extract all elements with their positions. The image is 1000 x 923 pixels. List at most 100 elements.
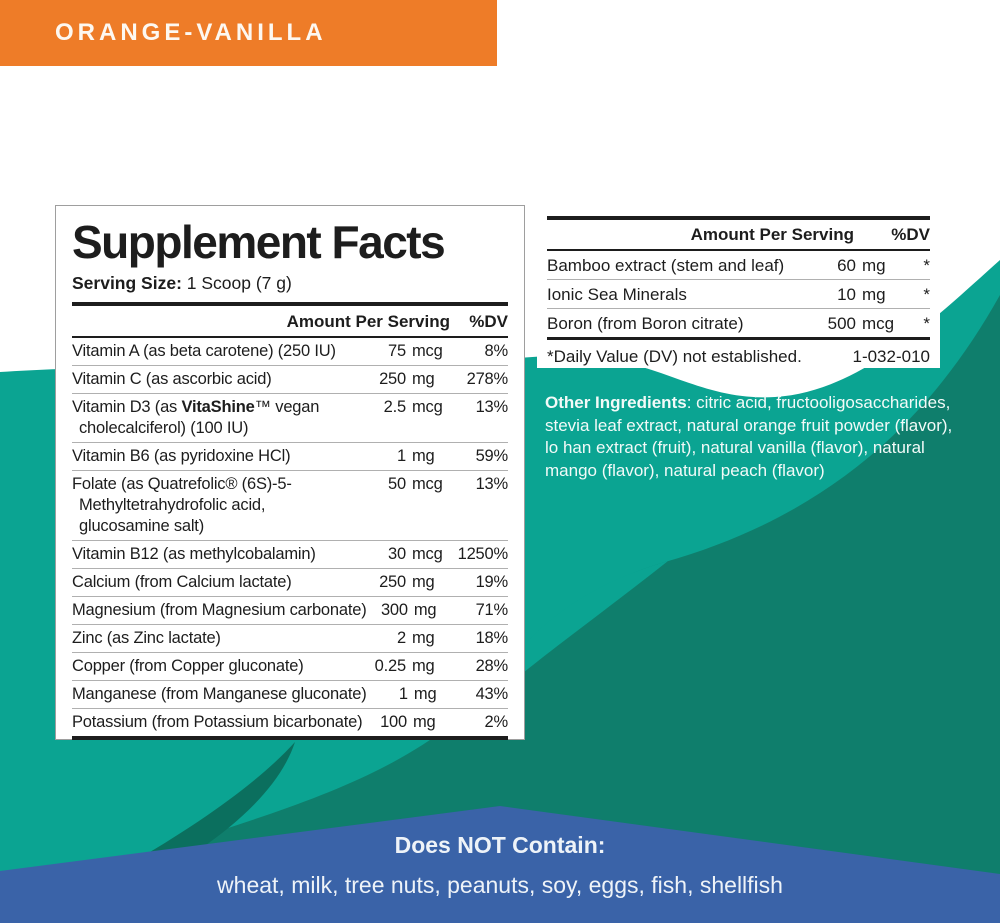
nutrient-row: Manganese (from Manganese gluconate) 1 mg 4… <box>72 681 508 709</box>
nutrient-row: Vitamin D3 (as VitaShine™ vegan cholecal… <box>72 394 508 443</box>
dv-header: %DV <box>469 312 508 331</box>
nutrient-name: Vitamin D3 (as VitaShine™ vegan cholecal… <box>72 398 320 437</box>
bottom-blue-band <box>0 806 1000 923</box>
amount-per-serving-header: Amount Per Serving <box>690 225 854 244</box>
amount-unit: mg <box>862 285 886 304</box>
dv-value: * <box>923 256 930 275</box>
amount-value: 2.5 <box>383 398 407 416</box>
divider-thick-bottom <box>72 736 508 740</box>
dv-value: * <box>923 285 930 304</box>
amount-value: 1 <box>397 447 406 465</box>
amount-unit: mcg <box>412 475 443 493</box>
nutrient-name: Calcium (from Calcium lactate) <box>72 573 292 591</box>
secondary-header-row: Amount Per Serving %DV <box>547 220 930 251</box>
dv-header: %DV <box>891 225 930 244</box>
amount-per-serving-header: Amount Per Serving <box>286 312 450 331</box>
dv-value: 71% <box>475 601 509 619</box>
dv-value: 13% <box>475 398 509 416</box>
footnote-row: *Daily Value (DV) not established. 1-032… <box>547 340 930 367</box>
nutrient-name: Zinc (as Zinc lactate) <box>72 629 221 647</box>
daily-value-footnote: *Daily Value (DV) not established. <box>547 347 802 366</box>
nutrient-row: Bamboo extract (stem and leaf) 60 mg * <box>547 251 930 280</box>
serving-size-line: Serving Size: 1 Scoop (7 g) <box>72 272 508 294</box>
nutrient-row: Vitamin B12 (as methylcobalamin) 30 mcg 125… <box>72 541 508 569</box>
secondary-facts-panel: Amount Per Serving %DV Bamboo extract (s… <box>537 208 940 368</box>
dv-value: 19% <box>475 573 509 591</box>
amount-unit: mg <box>413 601 437 619</box>
nutrient-row: Vitamin C (as ascorbic acid) 250 mg 278% <box>72 366 508 394</box>
allergen-list: wheat, milk, tree nuts, peanuts, soy, eg… <box>217 872 783 898</box>
nutrient-name: Potassium (from Potassium bicarbonate) <box>72 713 363 731</box>
amount-unit: mg <box>412 447 435 465</box>
dv-value: 43% <box>475 685 509 703</box>
nutrient-name: Ionic Sea Minerals <box>547 285 687 304</box>
amount-unit: mcg <box>412 342 443 360</box>
nutrient-row: Potassium (from Potassium bicarbonate) 10… <box>72 709 508 736</box>
nutrient-row: Vitamin B6 (as pyridoxine HCl) 1 mg 59% <box>72 443 508 471</box>
amount-unit: mg <box>412 657 435 675</box>
amount-value: 250 <box>379 370 406 388</box>
other-ingredients-label: Other Ingredients <box>545 393 687 412</box>
amount-unit: mg <box>412 629 435 647</box>
nutrient-row: Folate (as Quatrefolic® (6S)-5- Methylte… <box>72 471 508 541</box>
nutrient-rows: Vitamin A (as beta carotene) (250 IU) 75 m… <box>72 338 508 736</box>
nutrient-name: Bamboo extract (stem and leaf) <box>547 256 785 275</box>
nutrient-row: Boron (from Boron citrate) 500 mcg * <box>547 309 930 337</box>
nutrient-row: Calcium (from Calcium lactate) 250 mg 19% <box>72 569 508 597</box>
secondary-rows: Bamboo extract (stem and leaf) 60 mg * Ionic… <box>547 251 930 337</box>
amount-value: 60 <box>837 256 856 275</box>
amount-value: 250 <box>379 573 406 591</box>
dv-value: 1250% <box>457 545 509 563</box>
dv-value: 28% <box>475 657 509 675</box>
amount-value: 30 <box>388 545 406 563</box>
supplement-facts-title: Supplement Facts <box>72 216 446 268</box>
nutrient-name: Vitamin A (as beta carotene) (250 IU) <box>72 342 336 360</box>
nutrient-row: Ionic Sea Minerals 10 mg * <box>547 280 930 309</box>
divider-thick-bottom <box>547 337 930 340</box>
amount-value: 75 <box>388 342 406 360</box>
light-teal-leaf-tip <box>497 561 668 680</box>
other-ingredients-paragraph: Other Ingredients: citric acid, fructool… <box>545 392 959 482</box>
serving-size-label: Serving Size: <box>72 273 182 293</box>
nutrient-name: Vitamin C (as ascorbic acid) <box>72 370 272 388</box>
does-not-contain-title: Does NOT Contain: <box>394 832 606 858</box>
amount-unit: mcg <box>412 398 443 416</box>
dv-value: 2% <box>484 713 509 731</box>
amount-value: 0.25 <box>374 657 407 675</box>
other-ingredients-text: : citric acid, fructooligosaccharides, s… <box>545 393 953 480</box>
dv-value: 13% <box>475 475 509 493</box>
nutrient-row: Vitamin A (as beta carotene) (250 IU) 75 m… <box>72 338 508 366</box>
nutrient-name: Manganese (from Manganese gluconate) <box>72 685 367 703</box>
amount-unit: mg <box>412 573 435 591</box>
flavor-banner: ORANGE-VANILLA <box>0 0 497 66</box>
nutrient-name: Magnesium (from Magnesium carbonate) <box>72 601 367 619</box>
dv-value: 18% <box>475 629 509 647</box>
divider-thick <box>72 302 508 306</box>
amount-unit: mg <box>413 713 436 731</box>
flavor-banner-label: ORANGE-VANILLA <box>55 19 327 46</box>
dark-teal-swoosh <box>0 295 1000 923</box>
amount-value: 1 <box>398 685 408 703</box>
nutrient-name: Vitamin B12 (as methylcobalamin) <box>72 545 316 563</box>
nutrient-name: Vitamin B6 (as pyridoxine HCl) <box>72 447 291 465</box>
dv-value: 278% <box>466 370 509 388</box>
dv-value: * <box>923 314 930 333</box>
dv-value: 8% <box>484 342 509 360</box>
dv-value: 59% <box>475 447 509 465</box>
supplement-facts-panel: Supplement Facts Serving Size: 1 Scoop (… <box>55 205 525 740</box>
lot-code: 1-032-010 <box>852 347 930 366</box>
serving-size-value-text: 1 Scoop (7 g) <box>186 273 292 293</box>
amount-unit: mcg <box>862 314 895 333</box>
nutrient-row: Copper (from Copper gluconate) 0.25 mg 28% <box>72 653 508 681</box>
amount-value: 10 <box>837 285 856 304</box>
amount-value: 2 <box>397 629 406 647</box>
amount-value: 100 <box>380 713 407 731</box>
nutrient-name: Copper (from Copper gluconate) <box>72 657 304 675</box>
amount-value: 500 <box>827 314 856 333</box>
allergen-statement: Does NOT Contain: wheat, milk, tree nuts… <box>0 831 1000 899</box>
facts-header-row: Amount Per Serving %DV <box>72 306 508 338</box>
amount-value: 50 <box>388 475 406 493</box>
amount-unit: mg <box>413 685 437 703</box>
nutrient-row: Magnesium (from Magnesium carbonate) 300 m… <box>72 597 508 625</box>
divider-thick-top <box>547 216 930 220</box>
